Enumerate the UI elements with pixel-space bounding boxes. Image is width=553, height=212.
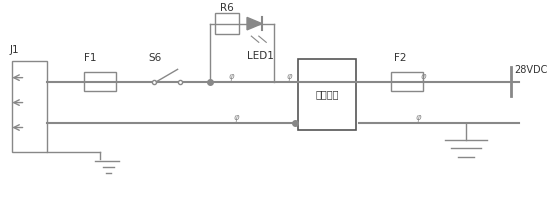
Text: φ: φ xyxy=(420,72,426,81)
Text: φ: φ xyxy=(287,72,293,81)
Bar xyxy=(215,13,239,34)
Bar xyxy=(84,73,116,91)
Text: F2: F2 xyxy=(394,53,406,63)
Text: J1: J1 xyxy=(9,45,19,55)
Bar xyxy=(298,59,357,130)
Text: LED1: LED1 xyxy=(247,51,274,61)
Bar xyxy=(12,61,47,152)
Text: φ: φ xyxy=(233,113,239,122)
Text: φ: φ xyxy=(415,113,421,122)
Bar xyxy=(391,73,423,91)
Polygon shape xyxy=(247,17,262,30)
Text: 28VDC: 28VDC xyxy=(514,66,547,75)
Text: φ: φ xyxy=(228,72,234,81)
Text: S6: S6 xyxy=(148,53,161,63)
Text: 开关电源: 开关电源 xyxy=(315,89,339,99)
Text: R6: R6 xyxy=(220,3,234,13)
Text: F1: F1 xyxy=(84,53,97,63)
